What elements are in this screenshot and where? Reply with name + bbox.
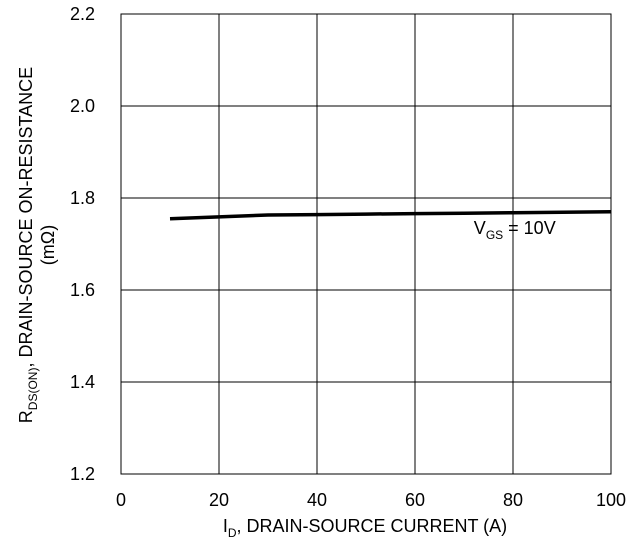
y-tick-label: 1.6 [70, 280, 95, 300]
y-axis-label-group: RDS(ON), DRAIN-SOURCE ON-RESISTANCE (mΩ) [16, 67, 58, 423]
series-line-0 [169, 210, 612, 221]
annotation-subscript: GS [486, 228, 503, 242]
y-tick-label: 1.4 [70, 372, 95, 392]
y-tick-label: 2.2 [70, 4, 95, 24]
plot-frame [120, 13, 612, 475]
x-tick-label: 40 [307, 490, 327, 510]
y-axis-label-subscript: DS(ON) [26, 368, 40, 411]
x-axis-label-subscript: D [228, 526, 237, 540]
y-tick-label: 1.8 [70, 188, 95, 208]
series-layer [169, 210, 612, 221]
x-tick-label: 80 [503, 490, 523, 510]
annotation-main: V [474, 218, 486, 238]
y-axis-label-main: R [16, 410, 36, 423]
x-tick-label: 100 [596, 490, 626, 510]
y-axis-label-unit: (mΩ) [38, 225, 58, 265]
y-tick-label: 2.0 [70, 96, 95, 116]
x-tick-label: 20 [209, 490, 229, 510]
y-axis-label-rest: , DRAIN-SOURCE ON-RESISTANCE [16, 67, 36, 368]
annotation-vgs: VGS = 10V [474, 218, 556, 242]
y-tick-label: 1.2 [70, 464, 95, 484]
y-axis-label: RDS(ON), DRAIN-SOURCE ON-RESISTANCE [16, 67, 40, 423]
x-axis-label: ID, DRAIN-SOURCE CURRENT (A) [223, 516, 507, 540]
grid [121, 14, 611, 474]
x-tick-label: 60 [405, 490, 425, 510]
x-tick-label: 0 [116, 490, 126, 510]
x-axis-label-main: I [223, 516, 228, 536]
x-axis-label-rest: , DRAIN-SOURCE CURRENT (A) [237, 516, 508, 536]
annotation-rest: = 10V [503, 218, 556, 238]
tick-labels: 0 20 40 60 80 100 1.2 1.4 1.6 1.8 2.0 2.2 [70, 4, 626, 510]
